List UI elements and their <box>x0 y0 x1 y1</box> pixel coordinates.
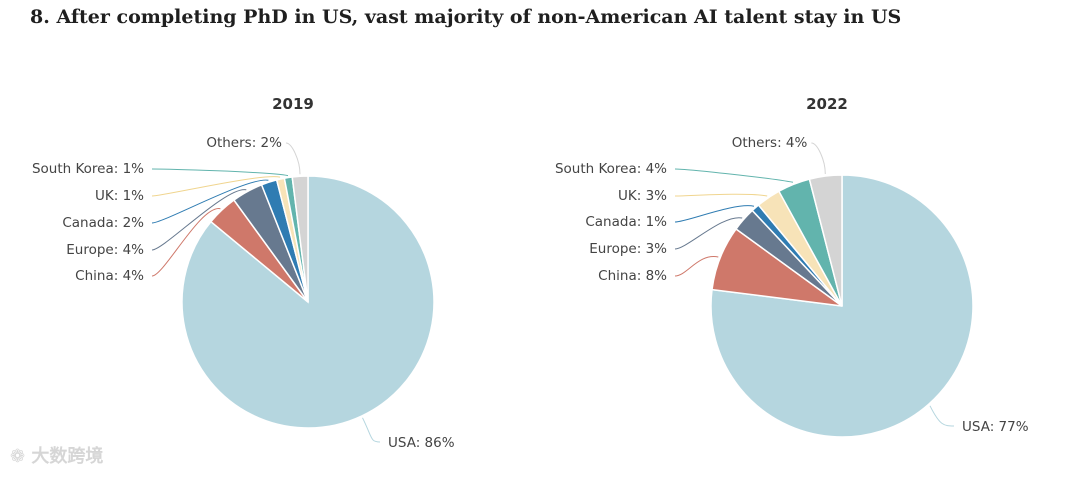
pie-connectors-2019 <box>151 142 381 443</box>
pie-label-south-korea-2019: South Korea: 1% <box>32 161 144 177</box>
pie-title-2022: 2022 <box>806 95 848 113</box>
pie-label-canada-2019: Canada: 2% <box>62 215 144 231</box>
pie-label-canada-2022: Canada: 1% <box>585 214 667 230</box>
pie-label-china-2019: China: 4% <box>75 268 144 284</box>
pie-connector-europe-2019 <box>151 189 247 251</box>
pie-connector-others-2019 <box>285 142 301 175</box>
pie-label-others-2019: Others: 2% <box>206 135 282 151</box>
pie-label-usa-2019: USA: 86% <box>388 435 455 451</box>
pie-label-south-korea-2022: South Korea: 4% <box>555 161 667 177</box>
watermark-text: 大数跨境 <box>31 446 104 467</box>
pie-labels-2019: USA: 86% China: 4% Europe: 4% Canada: 2% UK:… <box>32 135 455 451</box>
page-title: 8. After completing PhD in US, vast majo… <box>30 6 902 28</box>
pie-connector-usa-2022 <box>929 405 955 427</box>
pie-label-others-2022: Others: 4% <box>732 135 808 151</box>
pie-chart-2022: 2022 USA: 77% China: 8% Europe: 3% Canada: … <box>555 95 1029 438</box>
pie-label-europe-2022: Europe: 3% <box>589 241 667 257</box>
pie-connectors-2022 <box>674 142 955 427</box>
pie-connector-china-2019 <box>151 208 221 277</box>
pie-chart-2019: 2019 USA: 86% China: 4% Europe: 4% Canada: … <box>32 95 455 451</box>
watermark-logo-icon: ❁ <box>10 446 26 467</box>
pie-connector-canada-2019 <box>151 179 269 224</box>
pie-slices-2019 <box>181 175 435 429</box>
pie-connector-canada-2022 <box>674 205 755 223</box>
pie-connector-europe-2022 <box>674 217 743 250</box>
pie-labels-2022: USA: 77% China: 8% Europe: 3% Canada: 1% UK:… <box>555 135 1029 435</box>
pie-label-uk-2022: UK: 3% <box>618 188 667 204</box>
pie-connector-china-2022 <box>674 256 719 277</box>
pie-connector-south-korea-2022 <box>674 168 794 183</box>
pie-label-uk-2019: UK: 1% <box>95 188 144 204</box>
pie-label-china-2022: China: 8% <box>598 268 667 284</box>
pie-label-europe-2019: Europe: 4% <box>66 242 144 258</box>
pie-title-2019: 2019 <box>272 95 314 113</box>
pie-slice-others-2022 <box>808 174 843 307</box>
pie-connector-uk-2019 <box>151 176 281 197</box>
pie-label-usa-2022: USA: 77% <box>962 419 1029 435</box>
pie-connector-usa-2019 <box>362 417 381 443</box>
pie-slice-others-2019 <box>291 175 309 303</box>
pie-connector-uk-2022 <box>674 193 768 197</box>
watermark: ❁ 大数跨境 <box>10 442 103 468</box>
pie-connector-others-2022 <box>811 142 826 175</box>
pie-slice-usa-2022 <box>710 174 974 438</box>
pie-connector-south-korea-2019 <box>151 168 289 177</box>
pie-slices-2022 <box>710 174 974 438</box>
